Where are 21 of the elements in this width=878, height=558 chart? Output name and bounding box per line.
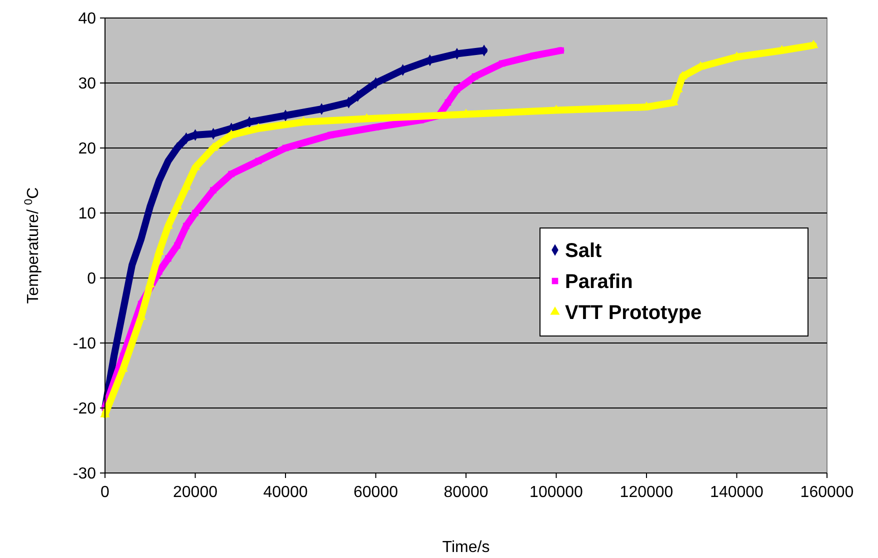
y-tick-label: 40 (78, 10, 96, 28)
y-tick-label: -30 (72, 466, 96, 483)
y-tick-label: 30 (78, 76, 96, 93)
x-tick-label: 140000 (710, 484, 764, 501)
x-axis-title: Time/s (442, 539, 490, 556)
legend-label: VTT Prototype (565, 302, 702, 324)
x-tick-label: 160000 (800, 484, 854, 501)
y-tick-label: 10 (78, 206, 96, 223)
y-tick-label: -20 (72, 400, 96, 418)
x-tick-label: 120000 (620, 484, 674, 501)
x-tick-label: 0 (100, 484, 110, 501)
y-tick-label: 20 (78, 140, 96, 158)
legend-label: Parafin (565, 271, 633, 293)
x-tick-label: 20000 (173, 484, 218, 501)
y-tick-label: 0 (87, 270, 96, 288)
x-tick-label: 40000 (263, 484, 308, 501)
y-tick-label: -10 (72, 336, 96, 353)
x-tick-label: 60000 (354, 484, 398, 501)
x-tick-label: 100000 (530, 484, 584, 501)
x-tick-label: 80000 (444, 484, 488, 501)
legend-label: Salt (565, 240, 602, 262)
